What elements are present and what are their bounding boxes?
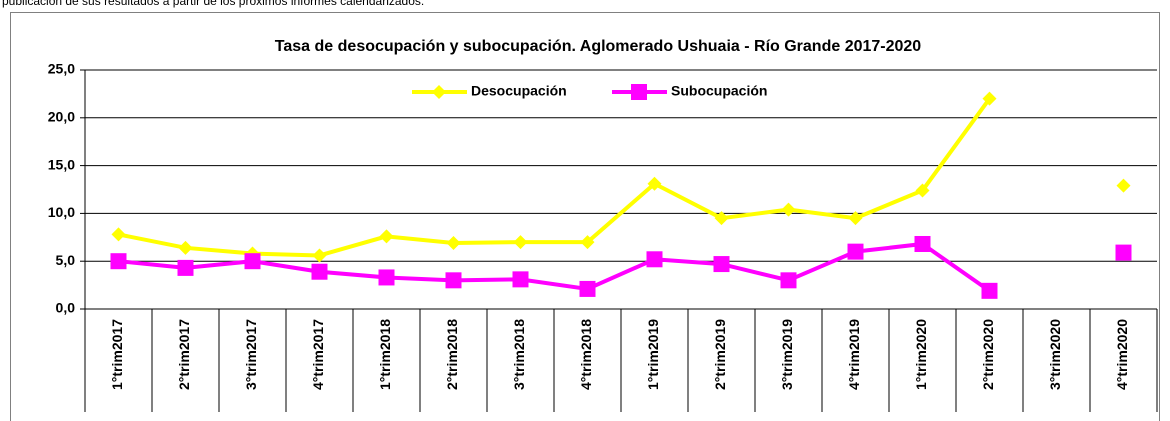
x-tick-label: 2°trim2020 — [980, 319, 996, 390]
data-point — [580, 235, 595, 250]
legend-marker — [631, 84, 647, 100]
data-point — [781, 202, 796, 217]
data-point — [848, 211, 863, 226]
y-tick-label: 15,0 — [48, 156, 75, 172]
x-tick-label: 4°trim2017 — [310, 319, 326, 390]
x-tick-label: 3°trim2017 — [243, 319, 259, 390]
x-tick-label: 4°trim2018 — [578, 319, 594, 390]
data-point — [312, 248, 327, 263]
data-point — [1115, 244, 1132, 261]
chart-frame — [10, 12, 1160, 421]
data-point — [111, 227, 126, 242]
data-point — [244, 253, 261, 270]
data-point — [110, 253, 127, 270]
x-tick-label: 2°trim2017 — [176, 319, 192, 390]
data-point — [713, 256, 730, 273]
data-point — [378, 269, 395, 286]
data-point — [513, 235, 528, 250]
legend-label: Desocupación — [471, 83, 567, 99]
x-tick-label: 2°trim2019 — [712, 319, 728, 390]
data-point — [311, 263, 328, 280]
y-tick-label: 20,0 — [48, 109, 75, 125]
legend-label: Subocupación — [671, 83, 767, 99]
x-tick-label: 1°trim2018 — [377, 319, 393, 390]
data-point — [847, 243, 864, 260]
data-point — [178, 240, 193, 255]
data-point — [579, 280, 596, 297]
y-tick-label: 5,0 — [56, 252, 76, 268]
y-tick-label: 0,0 — [56, 300, 76, 316]
x-tick-label: 1°trim2017 — [109, 319, 125, 390]
y-tick-label: 10,0 — [48, 204, 75, 220]
x-tick-label: 4°trim2019 — [846, 319, 862, 390]
data-point — [714, 211, 729, 226]
x-tick-label: 4°trim2020 — [1114, 319, 1130, 390]
x-tick-label: 3°trim2020 — [1047, 319, 1063, 390]
x-tick-label: 3°trim2019 — [779, 319, 795, 390]
chart-title: Tasa de desocupación y subocupación. Agl… — [275, 38, 922, 55]
data-point — [379, 229, 394, 244]
data-point — [1116, 178, 1131, 193]
data-point — [915, 183, 930, 198]
data-point — [981, 282, 998, 299]
legend-marker — [432, 85, 446, 99]
header-text: publicación de sus resultados a partir d… — [2, 0, 424, 8]
data-point — [445, 272, 462, 289]
data-point — [446, 236, 461, 251]
data-point — [646, 251, 663, 268]
data-point — [177, 259, 194, 276]
data-point — [647, 176, 662, 191]
data-point — [914, 235, 931, 252]
x-tick-label: 1°trim2019 — [645, 319, 661, 390]
data-point — [982, 91, 997, 106]
x-tick-label: 3°trim2018 — [511, 319, 527, 390]
x-tick-label: 1°trim2020 — [913, 319, 929, 390]
data-point — [780, 272, 797, 289]
x-tick-label: 2°trim2018 — [444, 319, 460, 390]
data-point — [512, 271, 529, 288]
y-tick-label: 25,0 — [48, 61, 75, 77]
